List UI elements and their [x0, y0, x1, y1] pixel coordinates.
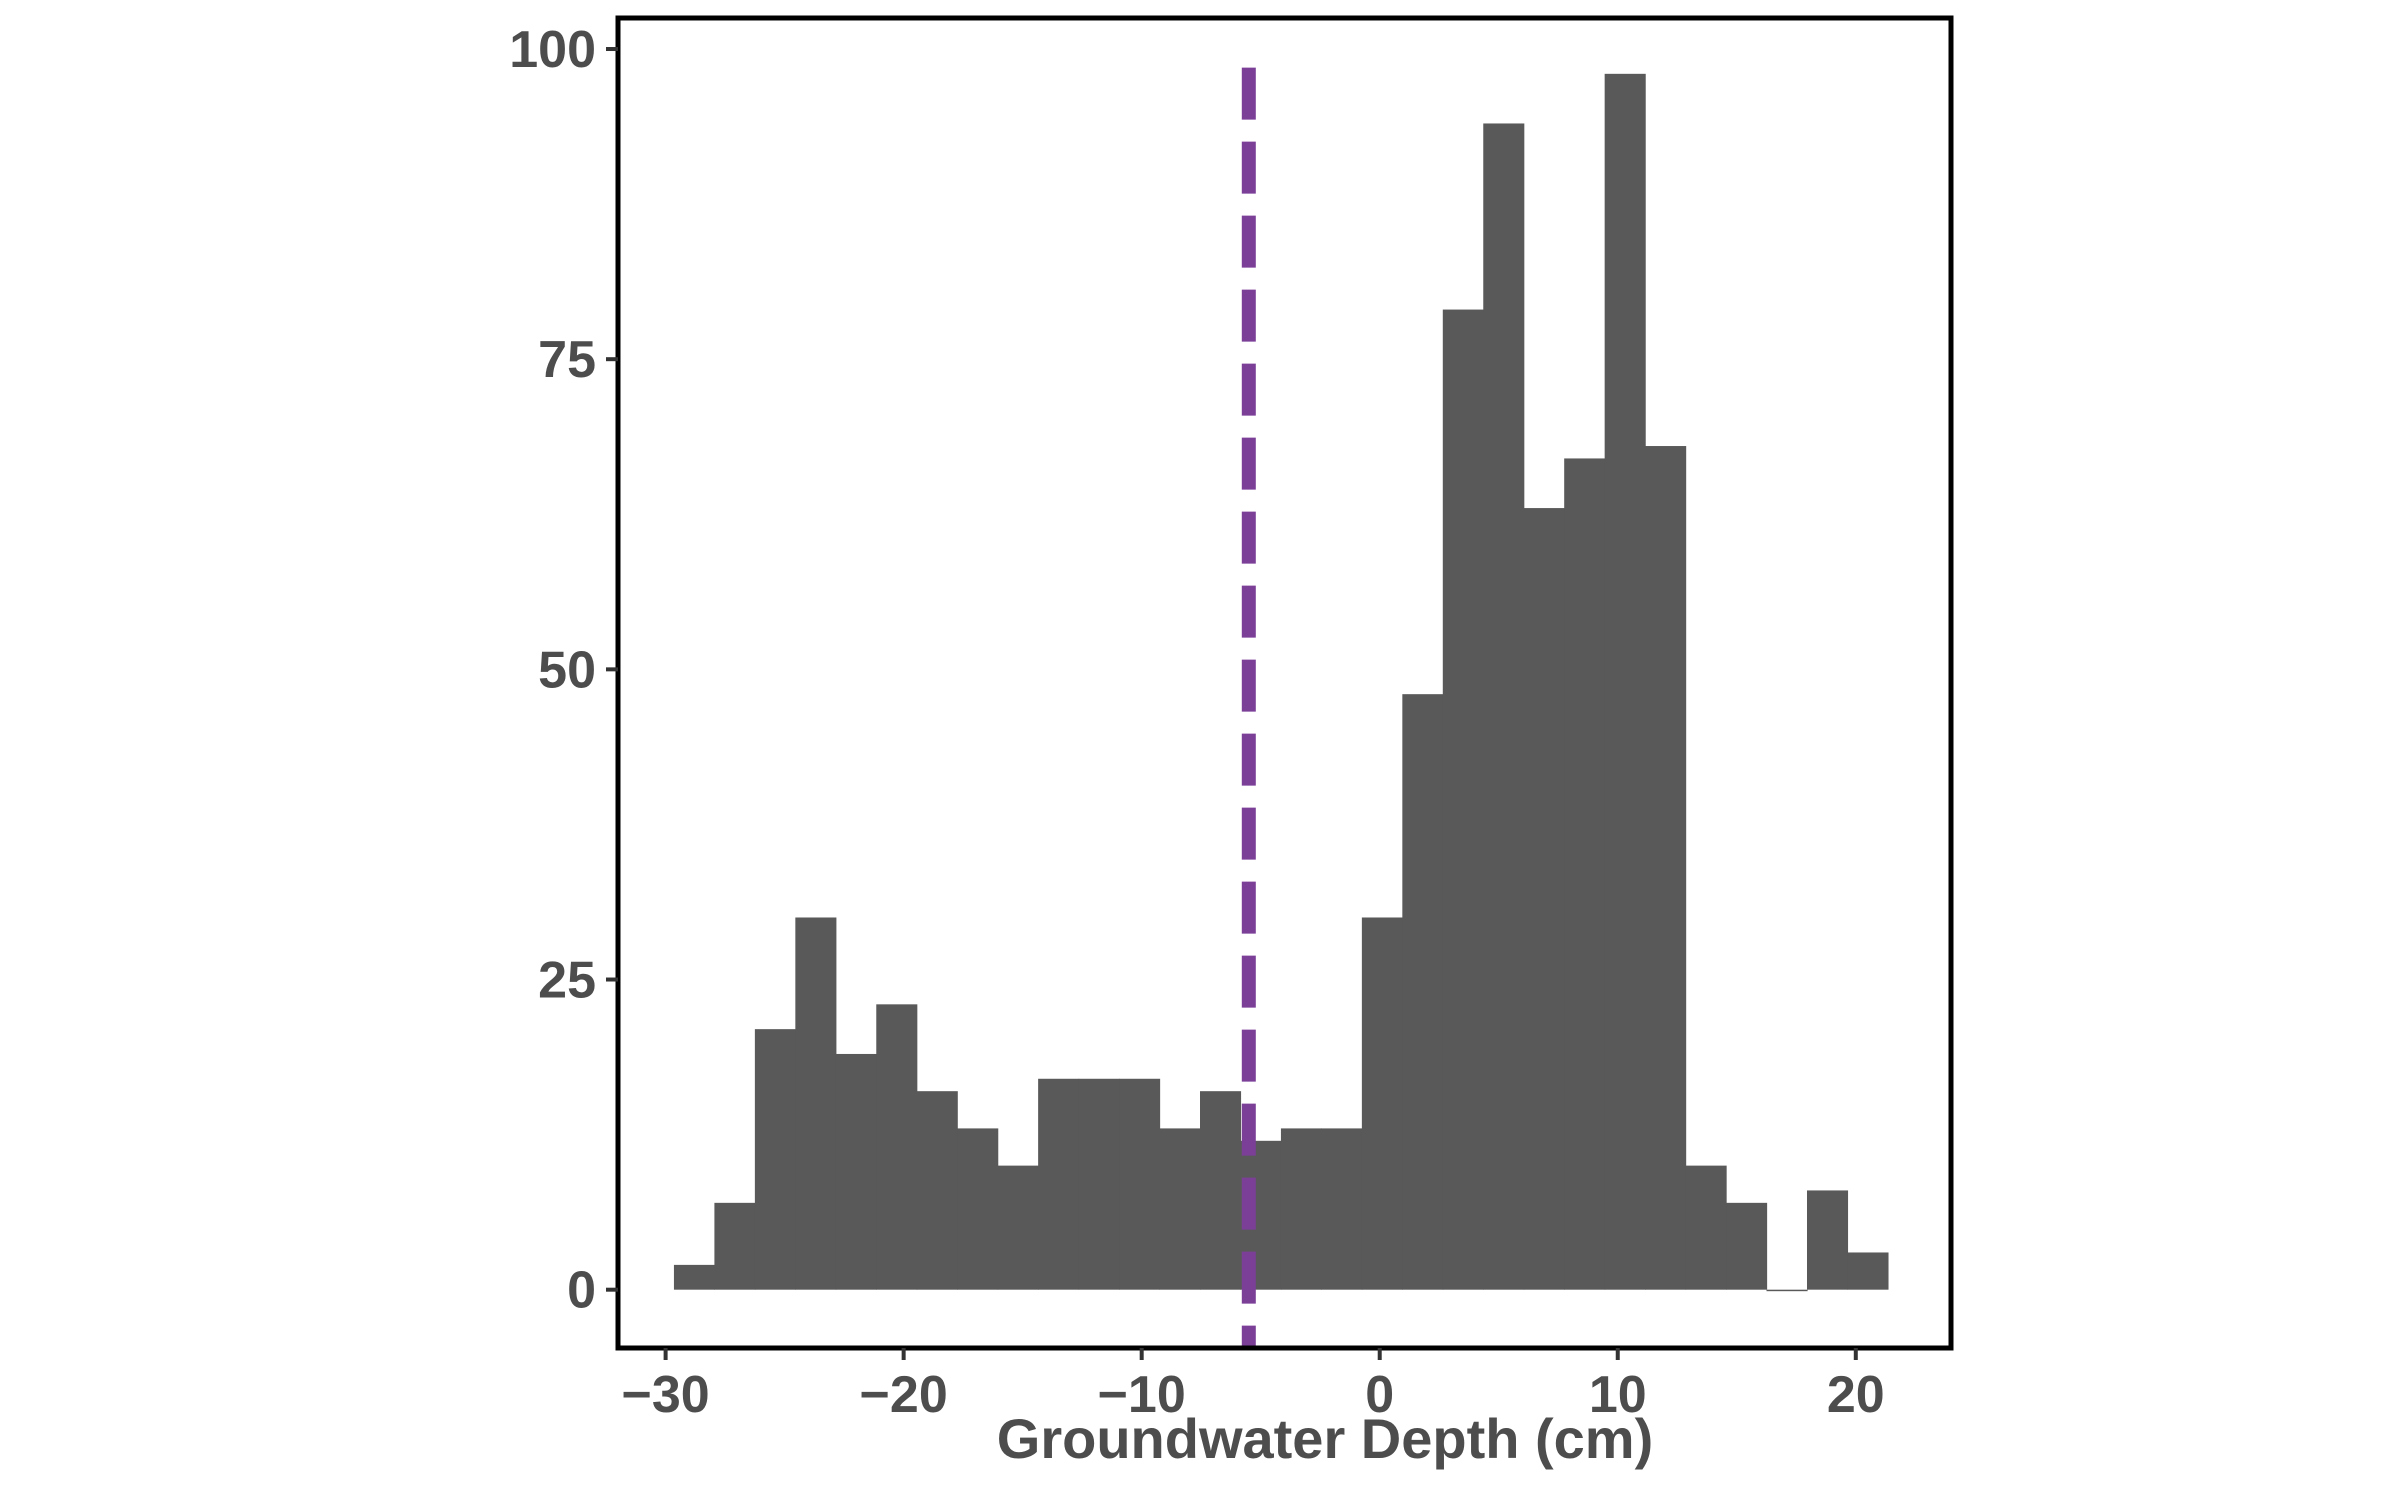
bars-group: [673, 73, 1889, 1292]
histogram-bar: [1766, 1289, 1808, 1292]
histogram-bar: [1119, 1078, 1161, 1290]
histogram-bar: [1726, 1202, 1768, 1290]
histogram-bar: [1159, 1128, 1201, 1290]
x-tick-label: 0: [1365, 1366, 1394, 1424]
histogram-bar: [1078, 1078, 1120, 1290]
x-tick-label: −30: [621, 1366, 709, 1424]
histogram-bar: [835, 1053, 877, 1290]
y-tick-label: 100: [509, 21, 596, 79]
y-tick-label: 25: [538, 952, 596, 1010]
x-tick-label: 10: [1589, 1366, 1647, 1424]
histogram-bar: [795, 917, 837, 1290]
histogram-bar: [1564, 458, 1606, 1290]
histogram-bar: [1280, 1128, 1322, 1290]
histogram-bar: [1361, 917, 1403, 1290]
histogram-bar: [1038, 1078, 1080, 1290]
x-tick-label: −20: [860, 1366, 948, 1424]
histogram-bar: [957, 1128, 999, 1290]
histogram-bar: [1523, 508, 1565, 1290]
histogram-bar: [1442, 309, 1484, 1290]
y-tick-label: 50: [538, 641, 596, 699]
histogram-bar: [1685, 1165, 1727, 1290]
histogram-bar: [1604, 73, 1646, 1290]
histogram-bar: [1483, 123, 1525, 1290]
histogram-bar: [876, 1004, 918, 1290]
y-axis: 0 25 50 75 100: [509, 21, 618, 1320]
histogram-bar: [1402, 694, 1444, 1290]
x-axis-title: Groundwater Depth (cm): [997, 1407, 1653, 1470]
histogram-bar: [1321, 1128, 1363, 1290]
histogram-bar: [1847, 1252, 1889, 1290]
x-tick-label: −10: [1098, 1366, 1186, 1424]
histogram-bar: [754, 1029, 796, 1290]
histogram-bar: [916, 1091, 958, 1290]
plot-frame: [615, 15, 1954, 1351]
histogram-bar: [714, 1202, 756, 1290]
y-tick-label: 0: [567, 1262, 596, 1320]
histogram-bar: [1645, 446, 1687, 1290]
histogram-bar: [997, 1165, 1039, 1290]
x-axis: −30 −20 −10 0 10 20: [621, 1348, 1885, 1424]
histogram-bar: [673, 1264, 716, 1290]
y-tick-label: 75: [538, 331, 596, 389]
x-tick-label: 20: [1827, 1366, 1885, 1424]
histogram-bar: [1806, 1190, 1849, 1290]
histogram-bar: [1200, 1091, 1242, 1290]
